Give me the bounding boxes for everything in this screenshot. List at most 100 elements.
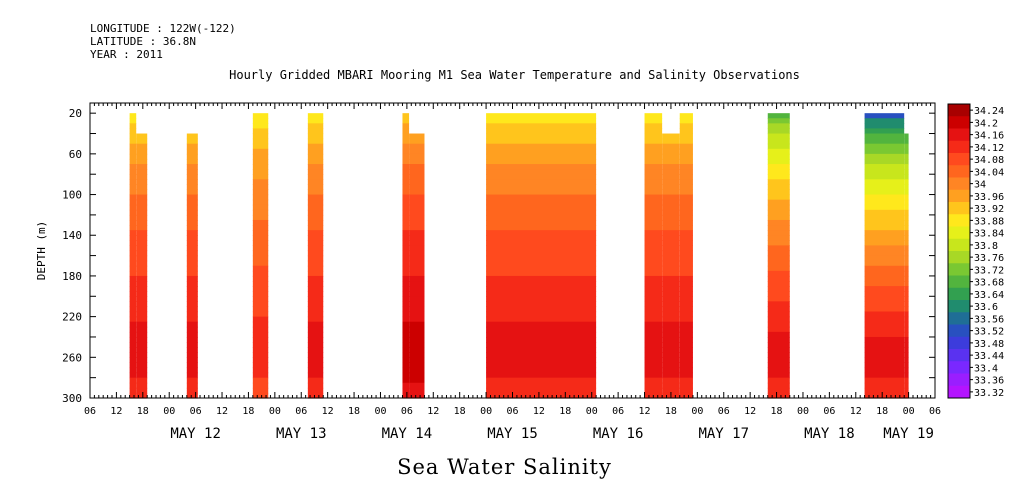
data-cell <box>904 230 909 236</box>
data-cell <box>644 255 663 262</box>
data-cell <box>679 240 693 247</box>
data-cell <box>644 281 663 287</box>
data-cell <box>644 153 663 160</box>
data-cell <box>307 387 324 394</box>
data-cell <box>307 214 324 221</box>
data-cell <box>864 240 905 247</box>
data-cell <box>136 179 148 185</box>
data-cell <box>186 148 198 155</box>
data-cell <box>136 153 148 160</box>
data-cell <box>679 367 693 374</box>
data-cell <box>662 230 680 236</box>
y-tick-label: 180 <box>62 270 82 283</box>
x-tick-label: 00 <box>480 406 492 417</box>
data-cell <box>409 392 425 399</box>
data-cell <box>662 138 680 145</box>
x-tick-label: 18 <box>454 406 466 417</box>
date-label: MAY 12 <box>170 426 221 442</box>
data-cell <box>402 189 410 196</box>
salinity-data <box>129 113 909 399</box>
data-cell <box>767 352 790 358</box>
y-tick-label: 60 <box>69 148 82 161</box>
data-cell <box>767 179 790 185</box>
data-cell <box>252 204 269 211</box>
data-cell <box>252 255 269 262</box>
data-cell <box>129 342 137 348</box>
data-cell <box>402 316 410 323</box>
data-cell <box>402 377 410 384</box>
data-cell <box>662 214 680 221</box>
data-cell <box>136 270 148 277</box>
data-cell <box>409 148 425 155</box>
data-cell <box>252 281 269 287</box>
data-cell <box>129 321 137 328</box>
x-tick-label: 06 <box>295 406 307 417</box>
data-cell <box>186 382 198 389</box>
longitude-label: LONGITUDE : 122W(-122) <box>90 22 236 35</box>
data-cell <box>129 169 137 175</box>
data-cell <box>129 286 137 292</box>
data-cell <box>129 352 137 358</box>
data-cell <box>409 143 425 150</box>
data-cell <box>129 164 137 170</box>
data-cell <box>129 194 137 201</box>
x-tick-label: 12 <box>744 406 756 417</box>
data-cell <box>904 169 909 175</box>
data-cell <box>409 387 425 394</box>
data-cell <box>644 352 663 358</box>
data-cell <box>767 281 790 287</box>
colorbar-swatch <box>948 275 970 289</box>
data-cell <box>409 230 425 236</box>
data-cell <box>679 174 693 180</box>
data-cell <box>252 306 269 313</box>
data-cell <box>864 291 905 297</box>
data-cell <box>307 362 324 369</box>
data-cell <box>307 336 324 343</box>
data-cell <box>679 331 693 338</box>
data-cell <box>252 316 269 323</box>
data-cell <box>186 362 198 369</box>
data-cell <box>136 306 148 313</box>
metadata-block: LONGITUDE : 122W(-122) LATITUDE : 36.8N … <box>90 22 236 61</box>
data-cell <box>486 235 597 241</box>
data-cell <box>307 230 324 236</box>
data-cell <box>864 230 905 236</box>
x-tick-label: 00 <box>374 406 386 417</box>
data-cell <box>307 153 324 160</box>
data-cell <box>904 225 909 231</box>
data-cell <box>129 291 137 297</box>
data-cell <box>864 367 905 374</box>
data-cell <box>662 204 680 211</box>
colorbar-label: 33.92 <box>974 204 1004 215</box>
data-cell <box>662 194 680 201</box>
data-cell <box>129 230 137 236</box>
data-cell <box>644 275 663 282</box>
data-cell <box>252 321 269 328</box>
data-cell <box>679 357 693 363</box>
data-cell <box>679 316 693 323</box>
data-cell <box>644 164 663 170</box>
data-cell <box>767 372 790 379</box>
data-cell <box>136 352 148 358</box>
data-cell <box>767 265 790 272</box>
y-ticks <box>90 112 935 399</box>
data-cell <box>767 336 790 343</box>
data-cell <box>136 214 148 221</box>
data-cell <box>767 316 790 323</box>
data-cell <box>904 255 909 262</box>
data-cell <box>904 174 909 180</box>
data-cell <box>252 219 269 226</box>
data-cell <box>767 184 790 191</box>
data-cell <box>486 174 597 180</box>
data-cell <box>136 321 148 328</box>
data-cell <box>644 204 663 211</box>
data-cell <box>486 265 597 272</box>
data-cell <box>129 199 137 206</box>
data-cell <box>409 311 425 318</box>
data-cell <box>644 362 663 369</box>
data-cell <box>644 235 663 241</box>
data-cell <box>307 377 324 384</box>
data-cell <box>402 347 410 353</box>
data-cell <box>186 204 198 211</box>
data-cell <box>186 270 198 277</box>
